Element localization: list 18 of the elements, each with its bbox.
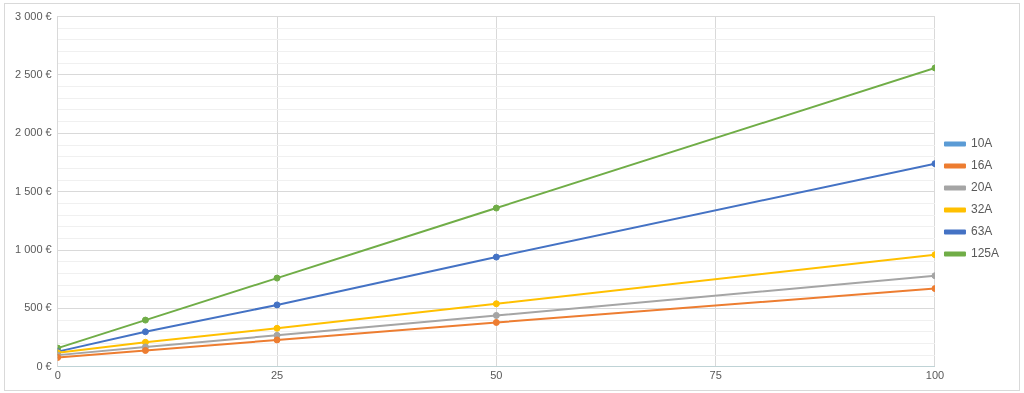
y-tick-label: 2 500 € <box>15 68 52 80</box>
legend-label: 16A <box>970 158 993 173</box>
y-tick-label: 3 000 € <box>15 9 52 22</box>
y-tick-label: 1 000 € <box>15 243 52 256</box>
legend-label: 125A <box>970 246 1000 261</box>
legend-label: 63A <box>970 224 993 239</box>
y-tick-label: 500 € <box>24 301 52 314</box>
legend-label: 10A <box>970 136 993 151</box>
legend-label: 20A <box>970 180 993 195</box>
x-tick-label: 0 <box>54 369 61 382</box>
y-tick-label: 2 000 € <box>15 126 52 139</box>
x-tick-label: 50 <box>490 369 503 382</box>
x-tick-label: 25 <box>270 369 284 382</box>
x-tick-label: 100 <box>925 369 945 382</box>
y-tick-label: 1 500 € <box>15 184 52 197</box>
x-tick-label: 75 <box>709 369 722 382</box>
legend-label: 32A <box>970 202 993 217</box>
y-tick-label: 0 € <box>36 359 52 372</box>
